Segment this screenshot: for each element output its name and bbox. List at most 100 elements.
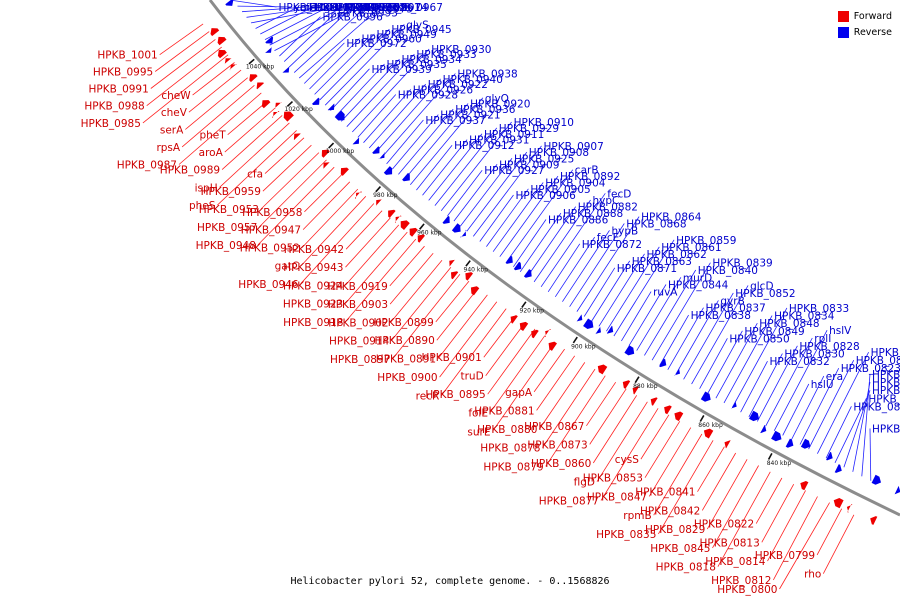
forward-gene-arrow — [400, 220, 410, 230]
reverse-gene-label: fecE — [597, 232, 620, 244]
reverse-leader-line — [825, 406, 852, 459]
reverse-gene-label: HPKB_0844 — [668, 280, 729, 292]
reverse-gene-label: HPKB_0906 — [516, 190, 577, 202]
reverse-leader-line — [416, 144, 453, 191]
forward-gene-label: HPKB_0845 — [650, 543, 710, 555]
forward-gene-label: HPKB_0914 — [329, 336, 390, 348]
forward-leader-line — [485, 321, 526, 376]
tick-label: 880 kbp — [633, 383, 658, 390]
reverse-gene-label: HPKB_0925 — [514, 153, 574, 165]
forward-gene-label: cfa — [247, 169, 263, 181]
reverse-leader-line — [799, 368, 840, 445]
reverse-leader-line — [237, 5, 292, 8]
reverse-gene-arrow — [225, 0, 234, 6]
reverse-leader-line — [659, 314, 689, 366]
reverse-leader-line — [554, 236, 596, 298]
forward-leader-line — [822, 514, 855, 574]
reverse-gene-label: HPKB_0839 — [712, 258, 772, 270]
reverse-leader-line — [723, 315, 773, 404]
reverse-leader-line — [765, 337, 813, 427]
reverse-gene-arrow — [282, 66, 290, 73]
reverse-leader-line — [279, 16, 321, 57]
reverse-leader-line — [715, 323, 758, 399]
reverse-leader-line — [324, 24, 405, 106]
reverse-gene-label: guaA — [324, 2, 352, 14]
reverse-leader-line — [269, 6, 344, 46]
forward-gene-label: HPKB_0853 — [583, 473, 643, 485]
reverse-leader-line — [346, 53, 415, 127]
legend-forward-label: Forward — [853, 10, 892, 22]
forward-leader-line — [492, 342, 556, 432]
reverse-gene-label: gyrB — [720, 295, 744, 307]
reverse-gene-label: HPKB_0977 — [339, 2, 399, 14]
reverse-gene-label: HPKB_0820 — [853, 401, 900, 413]
reverse-gene-label: HPKB_0933 — [416, 49, 476, 61]
reverse-gene-label: HPKB_0939 — [372, 64, 432, 76]
reverse-leader-line — [319, 28, 390, 101]
forward-leader-line — [227, 100, 269, 136]
legend: Forward Reverse — [837, 8, 892, 40]
reverse-leader-line — [398, 108, 454, 175]
forward-leader-line — [483, 315, 517, 358]
reverse-leader-line — [335, 63, 385, 117]
reverse-leader-line — [651, 262, 711, 361]
forward-gene-label: cheW — [161, 90, 191, 102]
reverse-gene-label: HPKB_0819 — [871, 347, 900, 359]
label-leader-lines — [142, 0, 872, 590]
reverse-gene-label: HPKB_0861 — [661, 242, 721, 254]
reverse-leader-line — [817, 352, 869, 454]
reverse-gene-label: metG — [300, 2, 329, 14]
reverse-gene-label: HPKB_0928 — [398, 90, 458, 102]
tick-mark — [465, 260, 471, 267]
forward-gene-label: HPKB_0953 — [199, 204, 259, 216]
forward-leader-line — [596, 401, 648, 482]
reverse-gene-arrow — [834, 464, 842, 473]
reverse-gene-label: HPKB_0850 — [729, 333, 789, 345]
forward-gene-label: cysS — [615, 454, 639, 466]
forward-gene-label: HPKB_0847 — [587, 491, 647, 503]
forward-gene-arrow — [217, 49, 227, 59]
forward-leader-line — [816, 508, 843, 556]
forward-gene-arrow — [229, 64, 237, 71]
forward-leader-line — [304, 174, 343, 213]
forward-gene-label: HPKB_0942 — [284, 244, 344, 256]
reverse-gene-label: HPKB_0811 — [872, 424, 900, 436]
reverse-gene-arrow — [894, 486, 900, 495]
forward-leader-line — [192, 62, 235, 96]
reverse-leader-line — [583, 267, 616, 317]
reverse-gene-arrow — [451, 223, 461, 233]
reverse-gene-label: HPKB_0961 — [360, 2, 420, 14]
reverse-leader-line — [533, 199, 591, 283]
legend-reverse: Reverse — [837, 24, 892, 40]
forward-gene-label: HPKB_0948 — [196, 240, 256, 252]
reverse-gene-label: HPKB_0922 — [428, 79, 488, 91]
reverse-leader-line — [357, 94, 397, 138]
forward-gene-label: gatC — [275, 261, 300, 273]
reverse-leader-line — [374, 78, 441, 154]
tick-label: 960 kbp — [417, 229, 442, 236]
forward-leader-line — [260, 152, 320, 210]
forward-gene-label: HPKB_0895 — [425, 389, 485, 401]
reverse-gene-arrow — [749, 410, 760, 422]
forward-leader-line — [600, 408, 659, 501]
reverse-leader-line — [506, 169, 574, 263]
forward-leader-line — [262, 144, 312, 192]
reverse-leader-line — [434, 127, 498, 206]
reverse-leader-line — [288, 8, 351, 68]
tick-marks: 1040 kbp 1020 kbp 1000 kbp 980 kbp 960 kbp 94… — [246, 58, 791, 467]
forward-leader-line — [779, 502, 830, 590]
reverse-gene-label: HPKB_0864 — [641, 212, 702, 224]
reverse-gene-label: HPKB_0996 — [323, 12, 384, 24]
reverse-leader-line — [691, 285, 749, 385]
reverse-gene-arrow — [583, 318, 594, 329]
reverse-gene-label: HPKB_0810 — [868, 393, 900, 405]
forward-leader-line — [436, 287, 479, 341]
reverse-leader-line — [330, 68, 370, 111]
forward-leader-line — [767, 490, 806, 562]
forward-gene-arrow — [388, 209, 396, 218]
forward-gene-label: HPKB_0829 — [645, 524, 705, 536]
tick-mark — [248, 58, 255, 65]
reverse-leader-line — [492, 182, 544, 252]
forward-leader-line — [224, 107, 276, 153]
